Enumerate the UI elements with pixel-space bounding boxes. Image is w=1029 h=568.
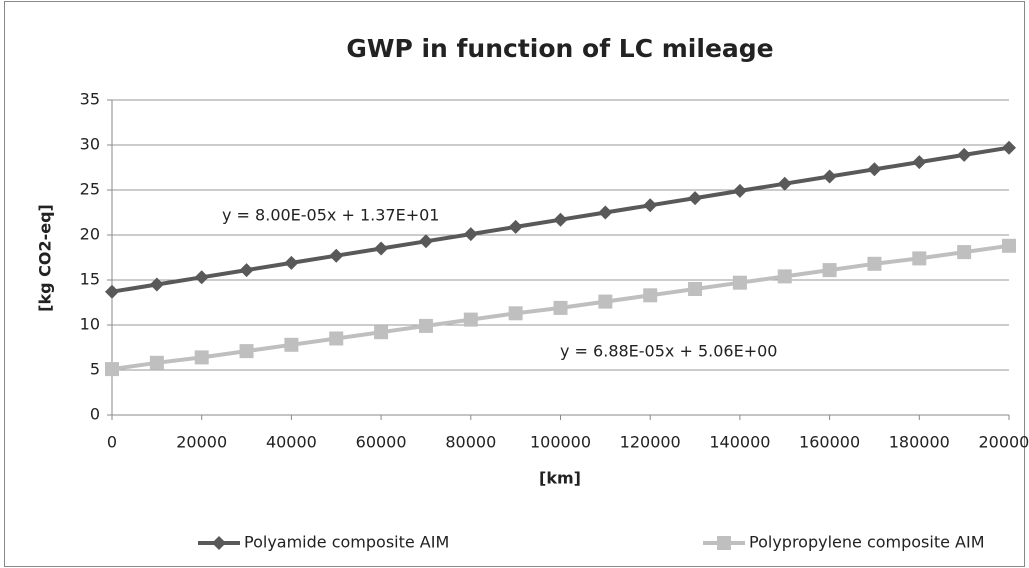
x-tick-label: 140000	[709, 433, 770, 452]
data-point	[553, 212, 568, 227]
data-point	[822, 169, 837, 184]
data-point	[239, 344, 254, 359]
data-point	[194, 350, 209, 365]
data-point	[284, 255, 299, 270]
data-point	[463, 312, 478, 327]
data-point	[418, 234, 433, 249]
data-point	[149, 277, 164, 292]
data-point	[553, 300, 568, 315]
x-tick-label: 20000	[176, 433, 227, 452]
data-point	[867, 256, 882, 271]
data-point	[777, 269, 792, 284]
data-point	[732, 183, 747, 198]
data-point	[957, 245, 972, 260]
data-point	[284, 337, 299, 352]
data-point	[329, 331, 344, 346]
chart-title: GWP in function of LC mileage	[346, 34, 773, 63]
x-tick-label: 40000	[266, 433, 317, 452]
data-point	[418, 318, 433, 333]
y-tick-label: 25	[80, 180, 100, 199]
legend-label: Polyamide composite AIM	[244, 533, 449, 552]
legend-marker	[717, 536, 731, 550]
data-point	[777, 176, 792, 191]
y-axis-label: [kg CO2-eq]	[36, 204, 55, 312]
data-point	[1002, 238, 1016, 253]
data-point	[688, 282, 703, 296]
y-tick-label: 5	[90, 360, 100, 379]
x-tick-label: 200000	[978, 433, 1029, 452]
x-tick-label: 60000	[356, 433, 407, 452]
data-point	[957, 147, 972, 162]
data-point	[374, 325, 389, 340]
data-point	[643, 288, 658, 303]
equation-annotation: y = 8.00E-05x + 1.37E+01	[222, 206, 439, 225]
y-tick-label: 0	[90, 405, 100, 424]
data-point	[822, 263, 837, 278]
data-point	[508, 219, 523, 234]
data-point	[149, 355, 164, 370]
data-point	[598, 205, 613, 220]
x-axis-label: [km]	[539, 469, 581, 488]
x-tick-label: 100000	[530, 433, 591, 452]
data-point	[732, 275, 747, 290]
data-point	[1002, 140, 1016, 155]
y-tick-label: 20	[80, 225, 100, 244]
data-point	[194, 270, 209, 285]
chart-border	[4, 1, 1025, 567]
data-point	[867, 162, 882, 177]
y-tick-label: 35	[80, 90, 100, 109]
x-tick-label: 80000	[445, 433, 496, 452]
data-point	[105, 362, 119, 377]
data-point	[643, 198, 658, 213]
legend-label: Polypropylene composite AIM	[749, 533, 985, 552]
y-tick-label: 15	[80, 270, 100, 289]
data-point	[508, 306, 523, 321]
data-point	[329, 248, 344, 263]
x-tick-label: 160000	[799, 433, 860, 452]
data-point	[463, 227, 478, 242]
data-point	[912, 155, 927, 170]
y-tick-label: 30	[80, 135, 100, 154]
legend-marker	[212, 536, 226, 550]
data-point	[374, 241, 389, 256]
data-point	[912, 251, 927, 266]
data-point	[239, 263, 254, 278]
data-point	[688, 191, 703, 206]
x-tick-label: 120000	[620, 433, 681, 452]
data-point	[105, 284, 119, 299]
y-tick-label: 10	[80, 315, 100, 334]
equation-annotation: y = 6.88E-05x + 5.06E+00	[560, 342, 777, 361]
x-tick-label: 0	[107, 433, 117, 452]
x-tick-label: 180000	[889, 433, 950, 452]
data-point	[598, 294, 613, 309]
